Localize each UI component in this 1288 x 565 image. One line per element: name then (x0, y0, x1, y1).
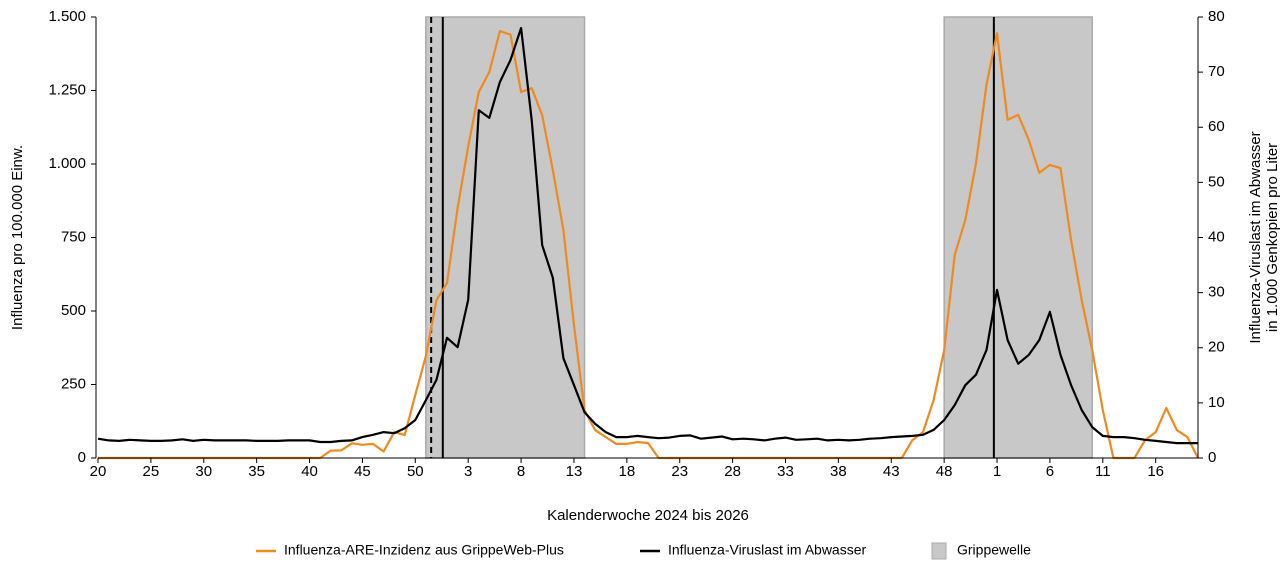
x-tick-label: 18 (619, 463, 636, 480)
legend-label: Influenza-Viruslast im Abwasser (668, 542, 866, 558)
y-tick-label: 1.000 (48, 155, 86, 172)
x-tick-label: 30 (195, 463, 212, 480)
x-tick-label: 3 (464, 463, 472, 480)
legend-label: Grippewelle (957, 542, 1031, 558)
y2-tick-label: 80 (1208, 8, 1225, 25)
flu-wave-band (943, 16, 1093, 459)
flu-wave-band (425, 16, 586, 459)
y-tick-label: 0 (78, 449, 86, 466)
x-tick-label: 11 (1095, 463, 1111, 480)
x-axis-title: Kalenderwoche 2024 bis 2026 (547, 507, 749, 524)
x-tick-label: 45 (354, 463, 371, 480)
x-tick-label: 43 (883, 463, 900, 480)
x-tick-label: 35 (248, 463, 265, 480)
x-tick-label: 23 (671, 463, 688, 480)
y2-tick-label: 30 (1208, 284, 1225, 301)
series-line (97, 26, 1198, 445)
y-tick-label: 1.500 (48, 8, 86, 25)
y-tick-label: 1.250 (48, 81, 86, 98)
y2-tick-label: 60 (1208, 118, 1225, 135)
y2-tick-label: 0 (1208, 449, 1216, 466)
x-tick-label: 20 (90, 463, 107, 480)
y-tick-label: 750 (61, 228, 86, 245)
x-tick-label: 16 (1147, 463, 1164, 480)
legend-item: Influenza-ARE-Inzidenz aus GrippeWeb-Plu… (256, 542, 564, 558)
legend-swatch (931, 542, 947, 560)
y2-tick-label: 40 (1208, 228, 1225, 245)
legend-item: Influenza-Viruslast im Abwasser (640, 542, 866, 558)
x-tick-label: 6 (1046, 463, 1054, 480)
y-tick-label: 500 (61, 302, 86, 319)
x-tick-label: 13 (566, 463, 583, 480)
x-tick-label: 28 (724, 463, 741, 480)
x-tick-label: 25 (143, 463, 160, 480)
legend-label: Influenza-ARE-Inzidenz aus GrippeWeb-Plu… (284, 542, 564, 558)
x-tick-label: 8 (517, 463, 525, 480)
x-tick-label: 50 (407, 463, 424, 480)
y-axis-title: Influenza pro 100.000 Einw. (9, 145, 26, 330)
y2-tick-label: 70 (1208, 63, 1225, 80)
y2-axis-title: in 1.000 Genkopien pro Liter (1264, 143, 1281, 332)
x-tick-label: 1 (993, 463, 1001, 480)
x-tick-label: 33 (777, 463, 794, 480)
x-tick-label: 48 (936, 463, 953, 480)
x-tick-label: 40 (301, 463, 318, 480)
x-tick-label: 38 (830, 463, 847, 480)
y2-axis-title: Influenza-Viruslast im Abwasser (1247, 131, 1264, 343)
y2-tick-label: 50 (1208, 173, 1225, 190)
legend-item: Grippewelle (931, 542, 1031, 560)
y2-tick-label: 20 (1208, 339, 1225, 356)
y2-tick-label: 10 (1208, 394, 1225, 411)
y-tick-label: 250 (61, 375, 86, 392)
